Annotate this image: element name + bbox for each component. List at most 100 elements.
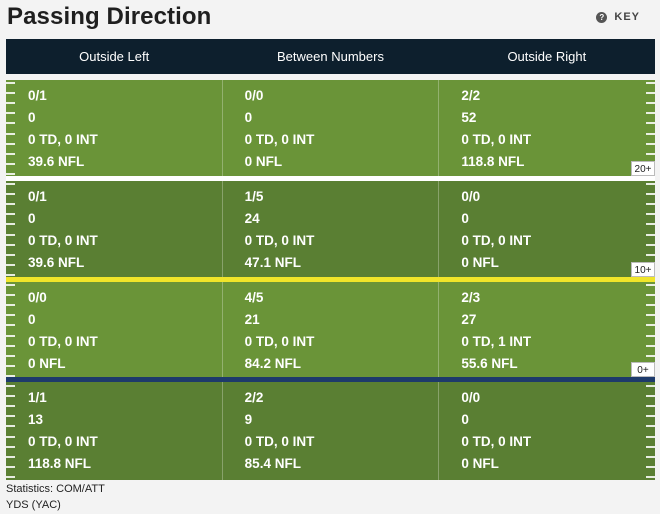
hash-mark <box>6 324 15 327</box>
hash-mark <box>646 82 655 84</box>
hash-mark <box>6 263 15 266</box>
hash-mark <box>646 203 655 206</box>
hash-mark <box>646 132 655 135</box>
cell-rating: 55.6 NFL <box>461 356 518 371</box>
cell-rating: 118.8 NFL <box>461 154 525 169</box>
zone-cell-outside-left[interactable]: 0/0 0 0 TD, 0 INT 0 NFL <box>6 282 222 377</box>
hash-mark <box>6 455 15 458</box>
cell-com-att: 0/0 <box>28 290 47 305</box>
zone-cell-between-numbers[interactable]: 0/0 0 0 TD, 0 INT 0 NFL <box>221 80 439 176</box>
hash-mark <box>6 132 15 135</box>
yard-line-10 <box>6 277 655 282</box>
header: Passing Direction ? KEY <box>0 0 660 38</box>
column-header-outside-right: Outside Right <box>507 49 587 64</box>
hash-mark <box>6 415 15 418</box>
zone-cell-outside-right[interactable]: 0/0 0 0 TD, 0 INT 0 NFL <box>438 382 655 480</box>
cell-yds: 0 <box>28 110 36 125</box>
hash-mark <box>6 243 15 246</box>
hash-mark <box>6 162 15 165</box>
hash-mark <box>6 314 15 317</box>
hash-mark <box>6 213 15 216</box>
cell-yds: 0 <box>461 412 469 427</box>
hash-mark <box>6 395 15 398</box>
cell-td-int: 0 TD, 0 INT <box>28 132 98 147</box>
cell-rating: 0 NFL <box>461 255 499 270</box>
key-button[interactable]: ? KEY <box>596 11 640 23</box>
hash-mark <box>646 354 655 357</box>
hash-mark <box>6 344 15 347</box>
cell-rating: 0 NFL <box>28 356 66 371</box>
hash-mark <box>6 223 15 226</box>
hash-mark <box>6 172 15 175</box>
cell-yds: 52 <box>461 110 477 125</box>
hash-mark <box>6 354 15 357</box>
yard-label-20: 20+ <box>631 161 655 176</box>
hash-mark <box>646 223 655 226</box>
hash-mark <box>646 243 655 246</box>
hash-mark <box>646 102 655 105</box>
hash-mark <box>6 304 15 307</box>
hash-mark <box>646 334 655 337</box>
cell-td-int: 0 TD, 0 INT <box>244 334 315 349</box>
zone-10-plus: 0/1 0 0 TD, 0 INT 39.6 NFL 1/5 24 0 TD, … <box>6 181 655 277</box>
hash-mark <box>646 253 655 256</box>
zone-cell-between-numbers[interactable]: 4/5 21 0 TD, 0 INT 84.2 NFL <box>221 282 439 377</box>
hash-mark <box>646 92 655 95</box>
hash-mark <box>6 152 15 155</box>
hash-mark <box>6 364 15 367</box>
hash-mark <box>6 142 15 145</box>
hash-mark <box>6 82 15 84</box>
hash-mark <box>646 304 655 307</box>
help-icon: ? <box>596 11 608 23</box>
hash-mark <box>646 435 655 438</box>
hash-mark <box>6 475 15 478</box>
hash-mark <box>6 284 15 286</box>
cell-td-int: 0 TD, 0 INT <box>28 334 98 349</box>
cell-com-att: 0/0 <box>461 189 481 204</box>
cell-com-att: 2/2 <box>244 390 264 405</box>
hash-mark <box>646 385 655 387</box>
footer-legend: Statistics: COM/ATT YDS (YAC) <box>6 481 105 513</box>
footer-stat-line-2: YDS (YAC) <box>6 499 61 511</box>
hash-mark <box>646 142 655 145</box>
hash-mark <box>6 445 15 448</box>
cell-com-att: 0/1 <box>28 88 47 103</box>
cell-yds: 0 <box>461 211 469 226</box>
cell-com-att: 0/0 <box>461 390 481 405</box>
zone-cell-outside-right[interactable]: 2/3 27 0 TD, 1 INT 55.6 NFL <box>438 282 655 377</box>
zone-cell-outside-left[interactable]: 0/1 0 0 TD, 0 INT 39.6 NFL <box>6 181 222 277</box>
cell-yds: 24 <box>244 211 260 226</box>
hash-mark <box>6 102 15 105</box>
hash-mark <box>6 92 15 95</box>
cell-com-att: 2/3 <box>461 290 481 305</box>
zone-cell-outside-left[interactable]: 0/1 0 0 TD, 0 INT 39.6 NFL <box>6 80 222 176</box>
cell-com-att: 0/0 <box>244 88 264 103</box>
zone-cell-outside-left[interactable]: 1/1 13 0 TD, 0 INT 118.8 NFL <box>6 382 222 480</box>
hash-mark <box>646 284 655 286</box>
cell-yds: 0 <box>28 211 36 226</box>
hash-mark <box>646 193 655 196</box>
hash-mark <box>6 233 15 236</box>
hash-mark <box>6 273 15 276</box>
header-gap <box>6 74 655 80</box>
zone-cell-between-numbers[interactable]: 1/5 24 0 TD, 0 INT 47.1 NFL <box>221 181 439 277</box>
hash-mark <box>646 445 655 448</box>
hash-mark <box>6 253 15 256</box>
cell-yds: 27 <box>461 312 477 327</box>
cell-td-int: 0 TD, 1 INT <box>461 334 532 349</box>
hash-mark <box>6 405 15 408</box>
zone-cell-outside-right[interactable]: 0/0 0 0 TD, 0 INT 0 NFL <box>438 181 655 277</box>
hash-mark <box>6 385 15 387</box>
cell-rating: 118.8 NFL <box>28 456 92 471</box>
hash-mark <box>646 213 655 216</box>
hash-mark <box>646 405 655 408</box>
cell-rating: 39.6 NFL <box>28 154 85 169</box>
zone-cell-outside-right[interactable]: 2/2 52 0 TD, 0 INT 118.8 NFL <box>438 80 655 176</box>
cell-td-int: 0 TD, 0 INT <box>461 434 532 449</box>
hash-mark <box>646 112 655 115</box>
zone-cell-between-numbers[interactable]: 2/2 9 0 TD, 0 INT 85.4 NFL <box>221 382 439 480</box>
cell-rating: 39.6 NFL <box>28 255 85 270</box>
cell-com-att: 2/2 <box>461 88 481 103</box>
cell-yds: 9 <box>244 412 253 427</box>
hash-mark <box>646 344 655 347</box>
